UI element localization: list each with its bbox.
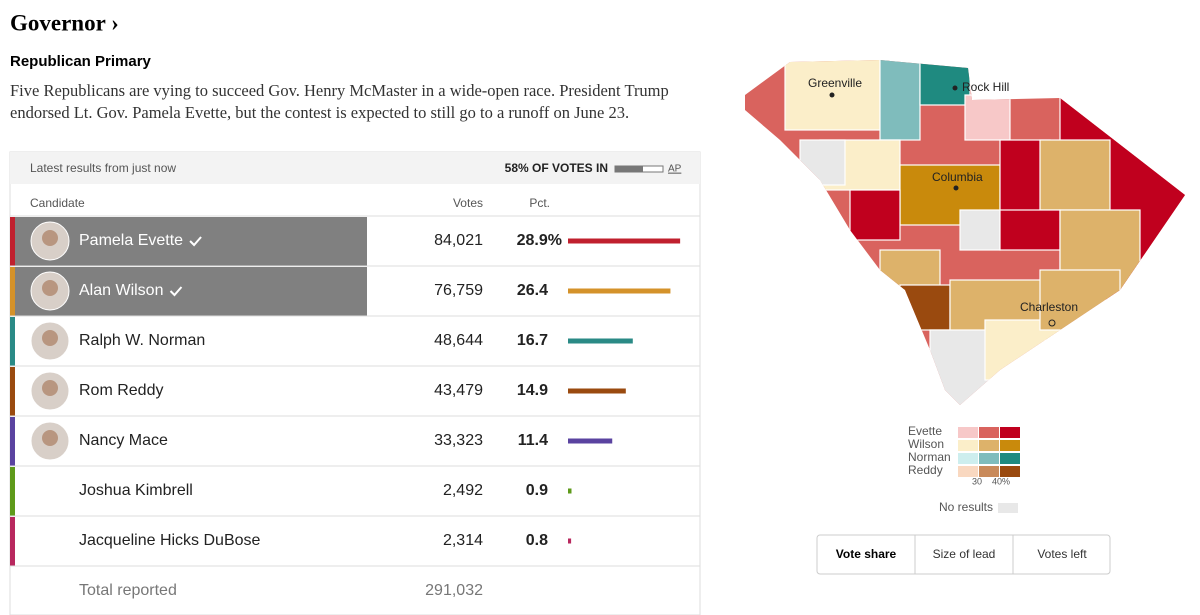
legend-swatch (979, 466, 999, 477)
col-candidate: Candidate (30, 196, 85, 210)
tab[interactable]: Votes left (1037, 547, 1087, 561)
legend-label: Reddy (908, 463, 943, 477)
photo-head (42, 380, 58, 396)
no-results-swatch (998, 503, 1018, 513)
candidate-stripe (10, 367, 15, 416)
pct: 0.8 (526, 532, 548, 549)
candidate-stripe (10, 317, 15, 366)
winner-check (169, 286, 183, 297)
photo-head (42, 230, 58, 246)
tabs (816, 534, 1111, 575)
city: Charleston (1020, 300, 1078, 314)
legend-swatch (958, 440, 978, 451)
votes: 2,314 (443, 532, 483, 549)
photo-head (42, 330, 58, 346)
candidate-stripe (10, 417, 15, 466)
pct: 11.4 (518, 432, 548, 449)
pct-bar (568, 438, 613, 444)
total-votes: 291,032 (425, 582, 483, 599)
pct: 16.7 (517, 332, 548, 349)
status-bar (10, 152, 700, 184)
pct-bar (568, 238, 681, 244)
no-results: No results (939, 500, 993, 514)
legend-swatch (1000, 440, 1020, 451)
winner-highlight (15, 267, 367, 316)
pct: 26.4 (517, 282, 548, 299)
title[interactable]: Governor › (10, 10, 119, 35)
votes: 33,323 (434, 432, 483, 449)
description: Five Republicans are vying to succeed Go… (10, 81, 669, 122)
city: Columbia (932, 170, 983, 184)
candidate-stripe (10, 267, 15, 316)
col-pct: Pct. (529, 196, 550, 210)
legend-label: Evette (908, 424, 942, 438)
candidate-name: Ralph W. Norman (79, 332, 205, 349)
legend-swatch (979, 440, 999, 451)
legend-swatch (1000, 453, 1020, 464)
legend-swatch (979, 453, 999, 464)
legend-swatch (958, 427, 978, 438)
pct-bar (568, 488, 572, 494)
candidate-name: Jacqueline Hicks DuBose (79, 532, 261, 549)
votes: 48,644 (434, 332, 483, 349)
city: Rock Hill (962, 80, 1009, 94)
rows: Pamela Evette 84,021 28.9% Alan Wilson 76,75… (10, 215, 700, 566)
legend-swatch (958, 453, 978, 464)
candidate-name: Pamela Evette (79, 232, 183, 249)
candidate-name: Nancy Mace (79, 432, 168, 449)
city: Greenville (808, 76, 862, 90)
legend-label: Wilson (908, 437, 944, 451)
votes: 2,492 (443, 482, 483, 499)
pct: 0.9 (526, 482, 548, 499)
scale-label: 30 (972, 476, 982, 486)
pct-bar (568, 538, 572, 544)
photo-head (42, 430, 58, 446)
tab[interactable]: Size of lead (933, 547, 996, 561)
legend-swatch (979, 427, 999, 438)
votes: 84,021 (434, 232, 483, 249)
pct-bar (568, 388, 626, 394)
total-label: Total reported (79, 582, 177, 599)
candidate-name: Alan Wilson (79, 282, 163, 299)
legend-label: Norman (908, 450, 951, 464)
pct-bar (568, 288, 671, 294)
pct: 14.9 (517, 382, 548, 399)
city-labels: Greenville Rock Hill Columbia Charleston (808, 76, 1078, 327)
legend-swatch (1000, 427, 1020, 438)
photo-head (42, 280, 58, 296)
legend-swatch (958, 466, 978, 477)
legend-swatch (1000, 466, 1020, 477)
source[interactable]: AP (668, 164, 682, 175)
reporting: 58% OF VOTES IN (505, 161, 608, 175)
status: Latest results from just now (30, 161, 176, 175)
candidate-name: Joshua Kimbrell (79, 482, 193, 499)
pct: 28.9% (517, 232, 562, 249)
subtitle: Republican Primary (10, 53, 152, 70)
progress-fill (615, 166, 643, 172)
scale-label: 40% (992, 476, 1010, 486)
votes: 43,479 (434, 382, 483, 399)
candidate-stripe (10, 217, 15, 266)
candidate-stripe (10, 517, 15, 566)
winner-check (189, 236, 202, 247)
pct-bar (568, 338, 633, 344)
map (745, 60, 1185, 405)
votes: 76,759 (434, 282, 483, 299)
tab[interactable]: Vote share (836, 547, 897, 561)
col-votes: Votes (453, 196, 483, 210)
candidate-name: Rom Reddy (79, 382, 163, 399)
candidate-stripe (10, 467, 15, 516)
